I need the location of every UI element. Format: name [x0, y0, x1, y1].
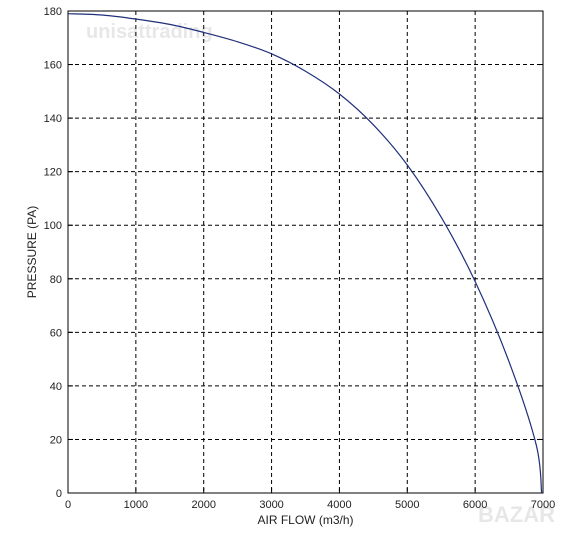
y-tick-label: 180 [44, 6, 62, 18]
x-tick-label: 2000 [191, 499, 215, 511]
y-tick-label: 20 [50, 434, 62, 446]
watermark-bottom: BAZAR [478, 502, 555, 527]
plot-area [67, 10, 544, 494]
x-tick-label: 6000 [463, 499, 487, 511]
y-tick-label: 100 [44, 220, 62, 232]
watermark-top: unisattrading [86, 21, 213, 43]
x-axis-title: AIR FLOW (m3/h) [257, 513, 353, 527]
x-tick-label: 3000 [259, 499, 283, 511]
axis-ticks [67, 10, 544, 494]
y-tick-label: 40 [50, 381, 62, 393]
x-tick-label: 7000 [531, 499, 555, 511]
series-line [67, 13, 543, 494]
x-tick-label: 1000 [124, 499, 148, 511]
y-tick-label: 0 [56, 488, 62, 500]
x-tick-label: 4000 [327, 499, 351, 511]
y-axis-title: PRESSURE (PA) [25, 206, 39, 298]
y-tick-label: 60 [50, 327, 62, 339]
y-tick-label: 120 [44, 167, 62, 179]
x-tick-label: 0 [65, 499, 71, 511]
grid [68, 11, 543, 493]
y-tick-label: 140 [44, 113, 62, 125]
y-tick-label: 80 [50, 274, 62, 286]
tick-labels: 0 1000 2000 3000 4000 5000 6000 7000 0 20 40 60 80 10… [44, 6, 556, 511]
x-tick-label: 5000 [395, 499, 419, 511]
y-tick-label: 160 [44, 60, 62, 72]
